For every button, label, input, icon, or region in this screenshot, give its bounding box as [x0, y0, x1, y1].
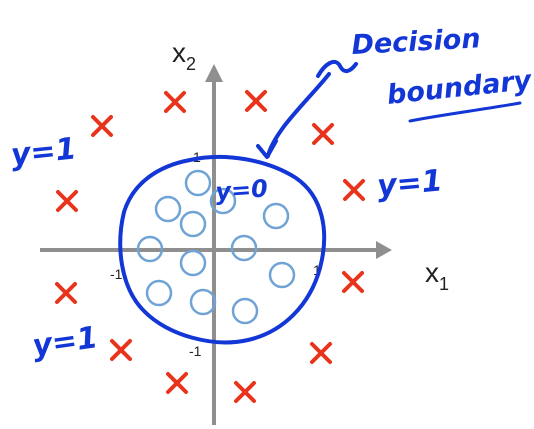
circle-point	[231, 297, 259, 325]
circle-point	[209, 187, 237, 215]
circle-point	[189, 288, 217, 316]
cross-point	[110, 339, 132, 361]
circle-point	[262, 202, 290, 230]
annotation-arrowhead	[256, 139, 278, 159]
cross-point	[245, 90, 267, 112]
cross-point	[234, 381, 256, 403]
circle-point	[179, 210, 207, 238]
circle-point	[184, 169, 212, 197]
cross-point	[312, 123, 334, 145]
x2-axis-label: x2	[172, 37, 196, 74]
decision-label-underline	[408, 101, 522, 123]
decision-boundary-curve	[118, 154, 327, 345]
x2-axis-arrowhead	[205, 64, 223, 82]
label-y-equals-1-right: y=1	[376, 163, 444, 204]
circle-point	[145, 279, 173, 307]
label-y-equals-1-bottom: y=1	[30, 320, 100, 364]
x1-axis-label: x1	[425, 257, 449, 294]
circle-point	[230, 234, 258, 262]
cross-point	[310, 342, 332, 364]
circle-point	[268, 261, 296, 289]
circle-point	[136, 235, 164, 263]
x1-axis-arrowhead	[376, 241, 392, 259]
cross-point	[164, 91, 186, 113]
tick-label-y-minus-1: -1	[189, 343, 202, 359]
decision-label-line1: Decision	[351, 23, 482, 61]
tick-label-x-1: 1	[313, 262, 321, 278]
cross-point	[91, 115, 113, 137]
annotation-arrow-shaft	[266, 72, 331, 158]
circle-point	[179, 249, 207, 277]
circle-point	[154, 195, 182, 223]
cross-point	[166, 372, 188, 394]
cross-point	[55, 282, 77, 304]
label-y-equals-1-left: y=1	[9, 131, 78, 173]
tick-label-x-minus-1: -1	[110, 266, 123, 282]
cross-point	[343, 179, 365, 201]
cross-point	[342, 271, 364, 293]
annotation-squiggle	[316, 59, 358, 78]
label-y-equals-0: y=0	[214, 174, 268, 206]
cross-point	[56, 190, 78, 212]
